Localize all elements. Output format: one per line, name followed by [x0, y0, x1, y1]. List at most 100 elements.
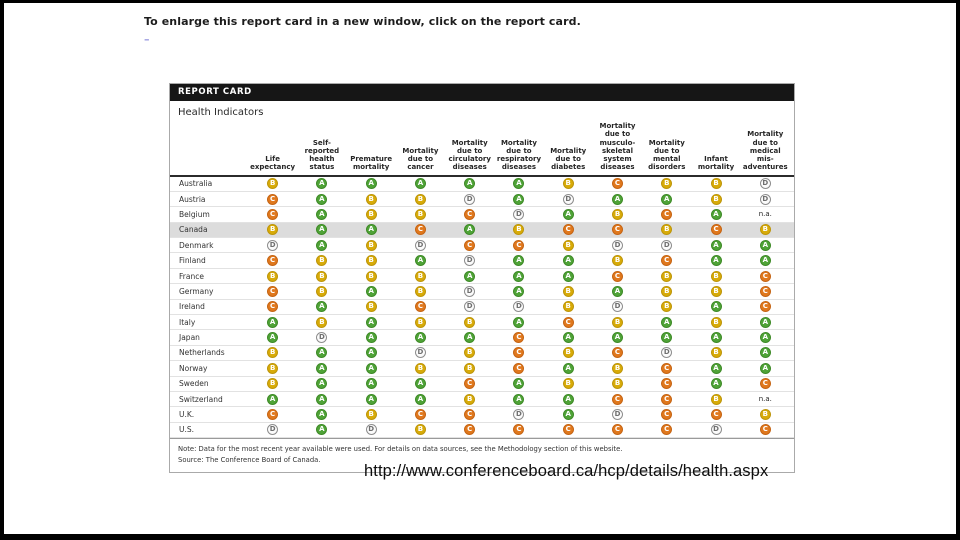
grade-badge: B: [562, 239, 574, 251]
grade-cell: A: [544, 208, 593, 220]
grade-cell: C: [544, 224, 593, 236]
grade-cell: A: [691, 362, 740, 374]
grade-badge: A: [710, 255, 722, 267]
grade-badge: A: [316, 393, 328, 405]
grade-cell: A: [593, 193, 642, 205]
grade-cell: C: [741, 270, 790, 282]
grade-badge: A: [611, 332, 623, 344]
grade-cell: C: [642, 362, 691, 374]
table-row: Italy A B A B B A C B A B A: [170, 315, 794, 331]
grade-badge: A: [414, 178, 426, 190]
grade-badge: D: [414, 347, 426, 359]
grade-cell: B: [494, 224, 543, 236]
grade-cell: A: [347, 393, 396, 405]
table-row: Japan A D A A A C A A A A A: [170, 330, 794, 346]
grade-cell: A: [741, 255, 790, 267]
grade-cell: A: [691, 255, 740, 267]
grade-cell: C: [248, 193, 297, 205]
grade-cell: C: [741, 378, 790, 390]
grade-cell: B: [691, 393, 740, 405]
grade-cell: A: [297, 193, 346, 205]
source-line: Source: The Conference Board of Canada.: [178, 455, 321, 464]
grade-badge: C: [661, 409, 673, 421]
grade-cell: B: [691, 347, 740, 359]
grade-cell: D: [248, 424, 297, 436]
grade-cell: A: [396, 255, 445, 267]
column-header: Infant mortality: [697, 155, 735, 172]
grade-badge: B: [365, 301, 377, 313]
grade-cell: C: [593, 347, 642, 359]
grade-cell: D: [741, 193, 790, 205]
grade-badge: A: [316, 347, 328, 359]
grade-badge: B: [661, 270, 673, 282]
country-label: Germany: [179, 286, 214, 296]
grade-badge: A: [611, 285, 623, 297]
grade-badge: C: [611, 224, 623, 236]
grade-badge: A: [267, 393, 279, 405]
grade-cell: C: [396, 409, 445, 421]
grade-badge: A: [414, 393, 426, 405]
grade-badge: D: [464, 193, 476, 205]
grade-cell: C: [494, 239, 543, 251]
grade-cell: A: [544, 409, 593, 421]
grade-cell: A: [445, 332, 494, 344]
grade-badge: C: [562, 424, 574, 436]
grade-cell: B: [642, 178, 691, 190]
grade-cell: C: [396, 301, 445, 313]
grade-cell: B: [347, 239, 396, 251]
grade-cell: A: [494, 285, 543, 297]
grade-badge: C: [414, 301, 426, 313]
grade-badge: A: [464, 178, 476, 190]
grade-badge: B: [365, 208, 377, 220]
grade-badge: B: [611, 208, 623, 220]
grade-badge: B: [562, 301, 574, 313]
grade-cell: A: [396, 393, 445, 405]
note-line: Note: Data for the most recent year avai…: [178, 445, 623, 454]
enlarge-link-dash[interactable]: –: [144, 33, 150, 46]
grade-badge: B: [414, 208, 426, 220]
grade-cell: B: [248, 270, 297, 282]
grade-cell: C: [741, 285, 790, 297]
grade-badge: A: [365, 393, 377, 405]
grade-cell: B: [593, 362, 642, 374]
table-row: Norway B A A B B C A B C A A: [170, 361, 794, 377]
country-label: Sweden: [179, 379, 209, 389]
grade-cell: A: [741, 316, 790, 328]
column-header: Mortality due to respiratory diseases: [496, 138, 542, 172]
grade-cell: D: [445, 193, 494, 205]
grade-cell: C: [494, 332, 543, 344]
grade-badge: B: [710, 270, 722, 282]
grade-badge: A: [464, 332, 476, 344]
grade-cell: A: [297, 362, 346, 374]
grade-badge: A: [316, 301, 328, 313]
grade-cell: A: [396, 178, 445, 190]
grade-badge: B: [414, 193, 426, 205]
report-card[interactable]: REPORT CARD Health Indicators Life expec…: [169, 83, 795, 474]
grade-cell: B: [544, 239, 593, 251]
grade-cell: A: [544, 362, 593, 374]
grade-badge: A: [759, 316, 771, 328]
grade-cell: D: [593, 239, 642, 251]
grade-badge: C: [611, 178, 623, 190]
grade-cell: A: [297, 393, 346, 405]
grade-badge: A: [316, 178, 328, 190]
grade-badge: A: [513, 393, 525, 405]
grade-cell: B: [544, 347, 593, 359]
grade-badge: B: [464, 316, 476, 328]
grade-cell: A: [347, 332, 396, 344]
grade-badge: C: [267, 285, 279, 297]
grade-badge: C: [759, 424, 771, 436]
grade-cell: A: [642, 193, 691, 205]
grade-badge: C: [759, 301, 771, 313]
grade-badge: B: [710, 316, 722, 328]
grade-cell: C: [642, 208, 691, 220]
grade-badge: B: [562, 178, 574, 190]
grade-badge: B: [365, 270, 377, 282]
grade-badge: B: [414, 285, 426, 297]
table-row: Australia B A A A A A B C B B D: [170, 177, 794, 192]
grade-cell: B: [396, 270, 445, 282]
grade-badge: C: [611, 393, 623, 405]
grade-cell: B: [741, 409, 790, 421]
grade-badge: A: [562, 255, 574, 267]
grade-badge: B: [414, 424, 426, 436]
